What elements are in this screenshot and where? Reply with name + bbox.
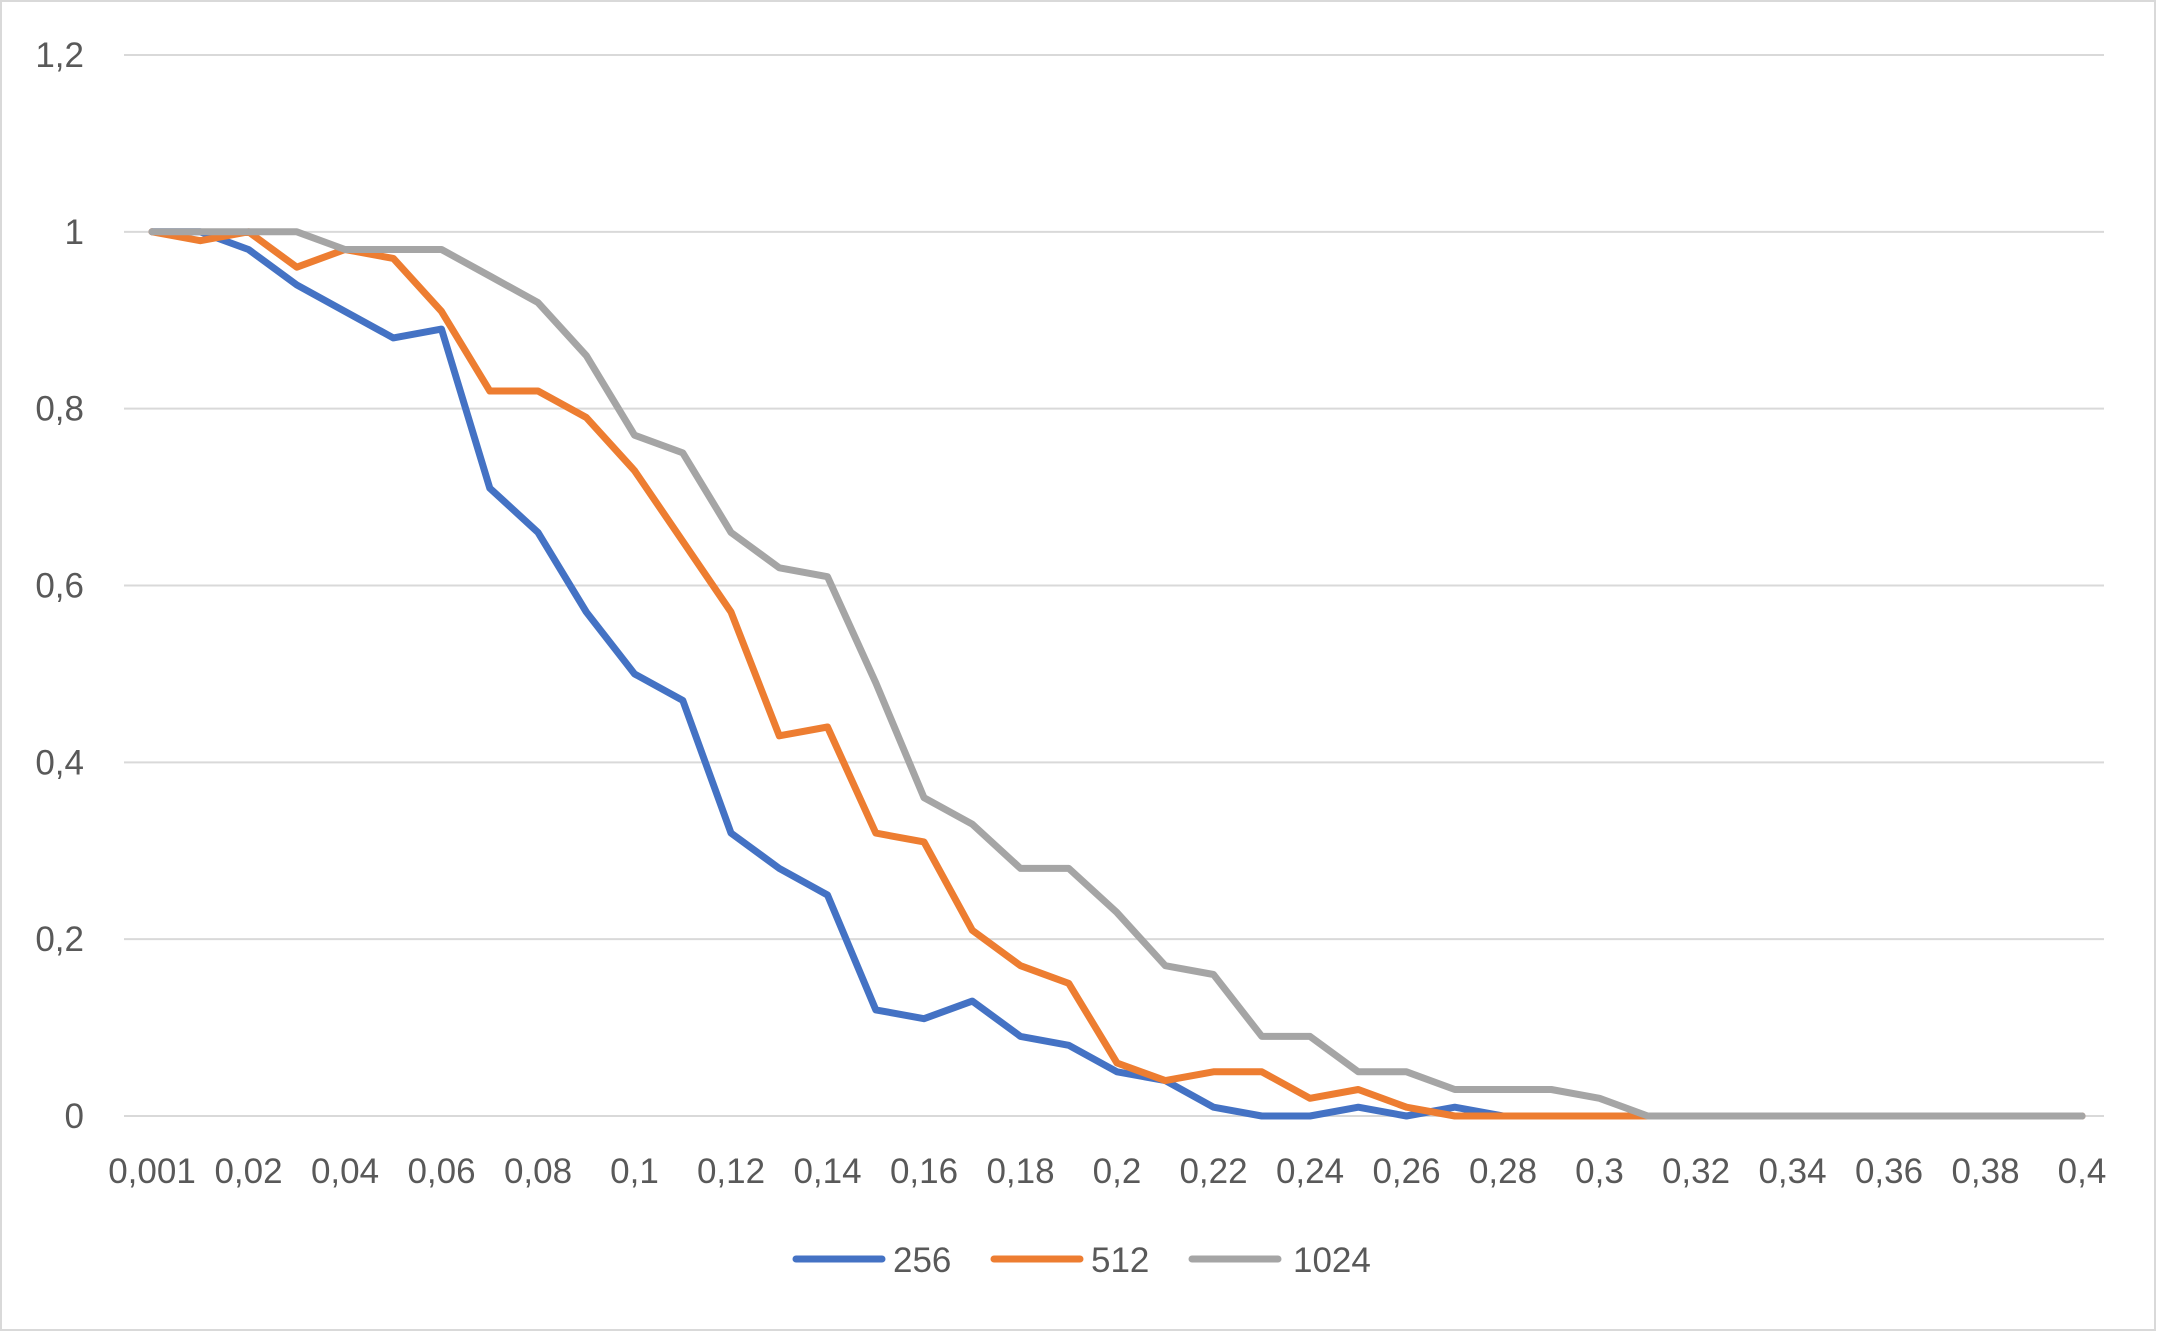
x-tick-label: 0,14: [793, 1152, 861, 1191]
series-line-512: [148, 228, 2086, 1120]
x-tick-label: 0,28: [1469, 1152, 1537, 1191]
x-tick-label: 0,16: [890, 1152, 958, 1191]
x-axis-tick-labels: 0,001 0,02 0,04 0,06 0,08 0,1 0,12 0,14 0,16 0,18…: [108, 1152, 2106, 1191]
x-tick-label: 0,3: [1575, 1152, 1624, 1191]
legend-label-512: 512: [1091, 1241, 1149, 1280]
x-tick-label: 0,22: [1179, 1152, 1247, 1191]
y-axis-tick-labels: 0 0,2 0,4 0,6 0,8 1 1,2: [35, 36, 84, 1136]
x-tick-label: 0,36: [1855, 1152, 1923, 1191]
legend-label-256: 256: [893, 1241, 951, 1280]
y-tick-label: 0,6: [35, 567, 84, 606]
x-tick-label: 0,1: [610, 1152, 659, 1191]
x-tick-label: 0,24: [1276, 1152, 1344, 1191]
x-tick-label: 0,38: [1951, 1152, 2019, 1191]
x-tick-label: 0,32: [1662, 1152, 1730, 1191]
x-tick-label: 0,26: [1372, 1152, 1440, 1191]
x-tick-label: 0,02: [214, 1152, 282, 1191]
y-tick-label: 0,4: [35, 743, 84, 782]
y-tick-label: 0,8: [35, 390, 84, 429]
y-tick-label: 0,2: [35, 920, 84, 959]
gridlines: [124, 54, 2104, 1117]
x-tick-label: 0,2: [1093, 1152, 1142, 1191]
x-tick-label: 0,12: [697, 1152, 765, 1191]
x-tick-label: 0,4: [2058, 1152, 2107, 1191]
series-line-256: [148, 228, 2086, 1120]
x-tick-label: 0,06: [407, 1152, 475, 1191]
series-lines: [148, 228, 2086, 1120]
y-tick-label: 1: [65, 213, 84, 252]
x-tick-label: 0,08: [504, 1152, 572, 1191]
x-tick-label: 0,04: [311, 1152, 379, 1191]
legend-label-1024: 1024: [1293, 1241, 1371, 1280]
x-tick-label: 0,18: [986, 1152, 1054, 1191]
x-tick-label: 0,34: [1758, 1152, 1826, 1191]
y-tick-label: 1,2: [35, 36, 84, 75]
y-tick-label: 0: [65, 1097, 84, 1136]
legend: 256 512 1024: [792, 1241, 1371, 1280]
x-tick-label: 0,001: [108, 1152, 196, 1191]
series-line-1024: [148, 228, 2086, 1120]
